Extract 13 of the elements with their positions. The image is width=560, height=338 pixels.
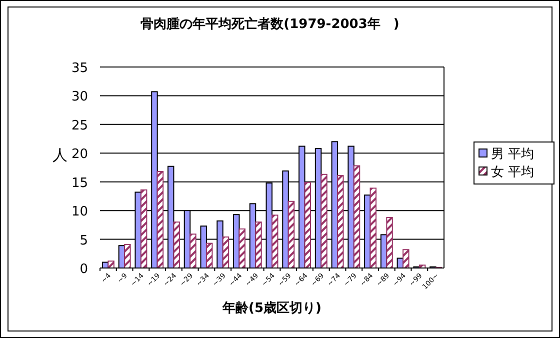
legend-label: 男 平均 [491, 147, 534, 162]
legend-label: 女 平均 [491, 165, 534, 180]
y-tick-label: 0 [80, 262, 88, 277]
y-tick-label: 15 [71, 176, 88, 191]
x-axis-title: 年齢(5歳区切り) [222, 301, 322, 316]
y-axis-title: 人 [52, 146, 68, 164]
chart-title: 骨肉腫の年平均死亡者数(1979-2003年 ) [140, 16, 400, 32]
y-tick-label: 35 [71, 61, 88, 76]
y-tick-label: 5 [80, 233, 88, 248]
y-tick-label: 20 [71, 147, 88, 162]
y-tick-label: 10 [71, 204, 88, 220]
y-tick-label: 30 [71, 90, 88, 105]
y-tick-label: 25 [71, 118, 88, 134]
